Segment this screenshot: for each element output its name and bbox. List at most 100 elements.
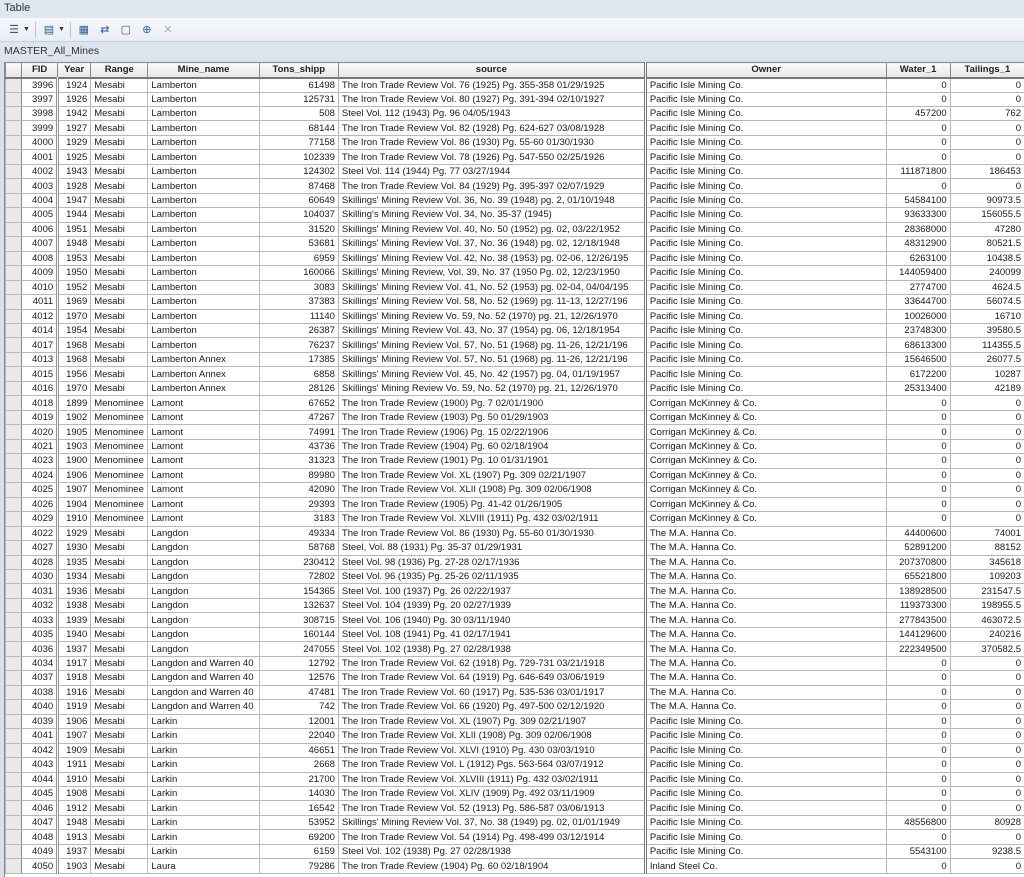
row-selector[interactable] [5,134,23,151]
cell-tons-shipp[interactable]: 742 [258,699,339,715]
cell-owner[interactable]: Corrigan McKinney & Co. [644,453,887,469]
cell-water[interactable]: 0 [885,77,951,93]
cell-range[interactable]: Mesabi [90,626,149,643]
table-row[interactable]: 4008 1953 Mesabi Lamberton 6959 Skillings' Mi… [5,250,1024,267]
cell-water[interactable]: 0 [885,482,951,498]
cell-source[interactable]: Skillings' Mining Review Vol. 40, No. 50… [337,221,647,238]
cell-owner[interactable]: Pacific Isle Mining Co. [644,236,887,252]
cell-tons-shipp[interactable]: 12001 [258,713,339,730]
chevron-down-icon[interactable]: ▼ [23,26,30,33]
cell-year[interactable]: 1927 [57,120,92,136]
cell-tailings[interactable]: 0 [949,496,1024,513]
cell-range[interactable]: Menominee [90,467,149,484]
table-row[interactable]: 4032 1938 Mesabi Langdon 132637 Steel Vol. 10… [5,597,1024,614]
cell-tailings[interactable]: 0 [949,684,1024,701]
cell-range[interactable]: Mesabi [90,337,149,353]
cell-tailings[interactable]: 10438.5 [949,250,1024,267]
cell-range[interactable]: Mesabi [90,655,149,672]
cell-owner[interactable]: The M.A. Hanna Co. [644,525,887,542]
cell-year[interactable]: 1937 [57,843,92,860]
row-selector[interactable] [5,496,23,513]
cell-tailings[interactable]: 762 [949,105,1024,122]
cell-tailings[interactable]: 0 [949,120,1024,136]
cell-tailings[interactable]: 88152 [949,540,1024,556]
cell-fid[interactable]: 4036 [21,641,60,657]
cell-mine-name[interactable]: Lamont [147,453,260,469]
table-row[interactable]: 4022 1929 Mesabi Langdon 49334 The Iron Trade… [5,525,1024,542]
cell-year[interactable]: 1925 [57,149,92,165]
cell-range[interactable]: Mesabi [90,163,149,180]
cell-tons-shipp[interactable]: 74991 [258,424,339,440]
cell-fid[interactable]: 4002 [21,163,60,180]
cell-mine-name[interactable]: Langdon [147,597,260,614]
cell-fid[interactable]: 4005 [21,207,60,223]
cell-tons-shipp[interactable]: 132637 [258,597,339,614]
cell-year[interactable]: 1937 [57,641,92,657]
cell-mine-name[interactable]: Lamont [147,424,260,440]
cell-source[interactable]: The Iron Trade Review Vol. 86 (1930) Pg.… [337,525,647,542]
row-selector[interactable] [5,77,23,93]
cell-mine-name[interactable]: Lamberton Annex [147,380,260,397]
row-selector[interactable] [5,438,23,455]
cell-owner[interactable]: The M.A. Hanna Co. [644,641,887,657]
table-row[interactable]: 4000 1929 Mesabi Lamberton 77158 The Iron Tra… [5,134,1024,151]
cell-mine-name[interactable]: Larkin [147,728,260,744]
cell-mine-name[interactable]: Lamberton [147,221,260,238]
cell-range[interactable]: Mesabi [90,800,149,816]
cell-source[interactable]: Steel Vol. 102 (1938) Pg. 27 02/28/1938 [337,843,647,860]
table-row[interactable]: 4013 1968 Mesabi Lamberton Annex 17385 Skilli… [5,351,1024,368]
cell-tons-shipp[interactable]: 49334 [258,525,339,542]
cell-tailings[interactable]: 0 [949,467,1024,484]
cell-range[interactable]: Mesabi [90,771,149,788]
cell-year[interactable]: 1918 [57,670,92,686]
cell-range[interactable]: Mesabi [90,380,149,397]
cell-fid[interactable]: 4047 [21,814,60,831]
table-row[interactable]: 4007 1948 Mesabi Lamberton 53681 Skillings' M… [5,236,1024,252]
cell-mine-name[interactable]: Langdon and Warren 40 [147,699,260,715]
cell-tailings[interactable]: 10287 [949,366,1024,382]
cell-source[interactable]: The Iron Trade Review Vol. 66 (1920) Pg.… [337,699,647,715]
cell-owner[interactable]: The M.A. Hanna Co. [644,568,887,585]
cell-tons-shipp[interactable]: 11140 [258,308,339,325]
cell-range[interactable]: Mesabi [90,858,149,874]
cell-tons-shipp[interactable]: 17385 [258,351,339,368]
cell-year[interactable]: 1944 [57,207,92,223]
cell-source[interactable]: The Iron Trade Review (1903) Pg. 50 01/2… [337,409,647,426]
table-row[interactable]: 4034 1917 Mesabi Langdon and Warren 40 12792… [5,655,1024,672]
cell-mine-name[interactable]: Lamberton Annex [147,351,260,368]
cell-mine-name[interactable]: Larkin [147,771,260,788]
cell-source[interactable]: The Iron Trade Review Vol. XLVIII (1911)… [337,771,647,788]
cell-range[interactable]: Menominee [90,496,149,513]
cell-mine-name[interactable]: Lamberton [147,294,260,310]
cell-mine-name[interactable]: Lamberton [147,279,260,296]
cell-source[interactable]: The Iron Trade Review (1905) Pg. 41-42 0… [337,496,647,513]
cell-fid[interactable]: 3996 [21,77,60,93]
cell-owner[interactable]: Pacific Isle Mining Co. [644,279,887,296]
cell-water[interactable]: 0 [885,858,951,874]
cell-mine-name[interactable]: Laura [147,858,260,874]
cell-range[interactable]: Mesabi [90,77,149,93]
cell-owner[interactable]: Corrigan McKinney & Co. [644,409,887,426]
table-row[interactable]: 4047 1948 Mesabi Larkin 53952 Skillings' Mini… [5,814,1024,831]
cell-water[interactable]: 48556800 [885,814,951,831]
row-selector[interactable] [5,829,23,845]
cell-source[interactable]: Skillings' Mining Review Vol. 58, No. 52… [337,294,647,310]
cell-fid[interactable]: 4026 [21,496,60,513]
row-selector[interactable] [5,525,23,542]
cell-fid[interactable]: 4015 [21,366,60,382]
cell-year[interactable]: 1910 [57,771,92,788]
cell-source[interactable]: The Iron Trade Review Vol. XL (1907) Pg.… [337,713,647,730]
row-selector[interactable] [5,785,23,802]
cell-fid[interactable]: 4024 [21,467,60,484]
cell-tons-shipp[interactable]: 2668 [258,757,339,773]
cell-source[interactable]: Steel Vol. 104 (1939) Pg. 20 02/27/1939 [337,597,647,614]
table-row[interactable]: 3996 1924 Mesabi Lamberton 61498 The Iron Tra… [5,77,1024,93]
cell-mine-name[interactable]: Langdon [147,641,260,657]
cell-fid[interactable]: 4019 [21,409,60,426]
cell-source[interactable]: The Iron Trade Review (1904) Pg. 60 02/1… [337,858,647,874]
cell-source[interactable]: The Iron Trade Review Vol. 84 (1929) Pg.… [337,178,647,194]
cell-tons-shipp[interactable]: 76237 [258,337,339,353]
row-selector[interactable] [5,612,23,628]
cell-fid[interactable]: 4044 [21,771,60,788]
row-selector[interactable] [5,120,23,136]
